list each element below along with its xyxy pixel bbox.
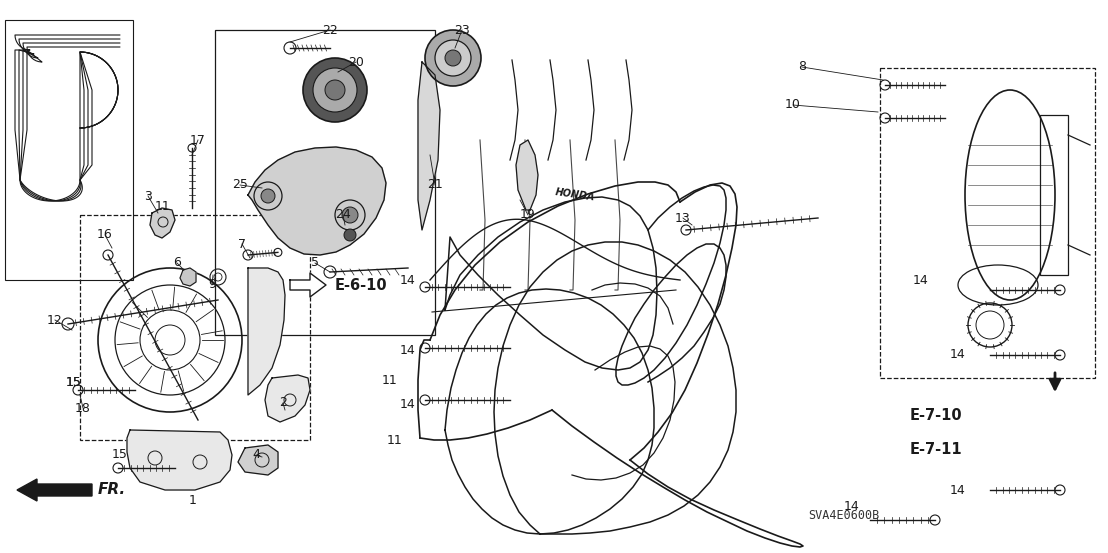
Text: 6: 6 [173, 257, 181, 269]
Polygon shape [248, 147, 386, 255]
Circle shape [425, 30, 481, 86]
Bar [6, 20, 133, 280]
Text: 5: 5 [311, 257, 319, 269]
Circle shape [312, 68, 357, 112]
Polygon shape [418, 62, 440, 230]
Circle shape [335, 200, 365, 230]
Bar [215, 30, 435, 335]
Text: 18: 18 [75, 401, 91, 415]
Circle shape [445, 50, 461, 66]
Text: 23: 23 [454, 23, 470, 36]
Text: 9: 9 [208, 279, 216, 291]
Text: E-7-10: E-7-10 [910, 408, 963, 422]
Text: 21: 21 [427, 179, 443, 191]
Text: 12: 12 [48, 314, 63, 326]
Polygon shape [516, 140, 538, 210]
Polygon shape [127, 430, 232, 490]
Text: 10: 10 [786, 98, 801, 112]
Text: 2: 2 [279, 397, 287, 410]
Text: 4: 4 [252, 448, 260, 462]
Text: 22: 22 [322, 23, 338, 36]
Bar [880, 68, 1095, 378]
Text: 14: 14 [400, 343, 416, 357]
Text: 14: 14 [913, 274, 929, 286]
Polygon shape [248, 268, 285, 395]
Text: 14: 14 [400, 399, 416, 411]
Text: 15: 15 [66, 377, 82, 389]
Circle shape [261, 189, 275, 203]
Text: E-6-10: E-6-10 [335, 278, 388, 293]
Text: HONDA: HONDA [554, 187, 596, 203]
FancyArrow shape [17, 479, 92, 501]
Text: 14: 14 [951, 348, 966, 362]
Text: 8: 8 [798, 60, 806, 74]
Circle shape [343, 229, 356, 241]
Circle shape [302, 58, 367, 122]
Text: 3: 3 [144, 190, 152, 202]
Polygon shape [150, 208, 175, 238]
Text: 15: 15 [66, 377, 82, 389]
Polygon shape [290, 273, 326, 297]
Text: 13: 13 [675, 211, 691, 225]
Polygon shape [238, 445, 278, 475]
Circle shape [254, 182, 283, 210]
Text: 17: 17 [191, 133, 206, 147]
Text: E-7-11: E-7-11 [910, 442, 963, 457]
Text: 11: 11 [387, 434, 403, 446]
Text: 14: 14 [844, 500, 860, 514]
Text: SVA4E0600B: SVA4E0600B [809, 509, 880, 522]
Text: 11: 11 [382, 373, 398, 387]
Text: 11: 11 [155, 201, 171, 213]
Circle shape [325, 80, 345, 100]
Text: 20: 20 [348, 55, 363, 69]
Text: 19: 19 [520, 208, 536, 222]
Text: 7: 7 [238, 237, 246, 251]
Text: 14: 14 [400, 274, 416, 286]
Text: 16: 16 [98, 228, 113, 242]
Bar [1040, 115, 1068, 275]
Polygon shape [265, 375, 310, 422]
Text: 14: 14 [951, 483, 966, 497]
Text: 25: 25 [232, 179, 248, 191]
Text: 24: 24 [335, 208, 351, 222]
Polygon shape [179, 268, 196, 286]
Text: 1: 1 [189, 493, 197, 507]
Text: 15: 15 [112, 448, 127, 462]
Text: FR.: FR. [98, 483, 126, 498]
Circle shape [435, 40, 471, 76]
Circle shape [342, 207, 358, 223]
Bar [80, 215, 310, 440]
